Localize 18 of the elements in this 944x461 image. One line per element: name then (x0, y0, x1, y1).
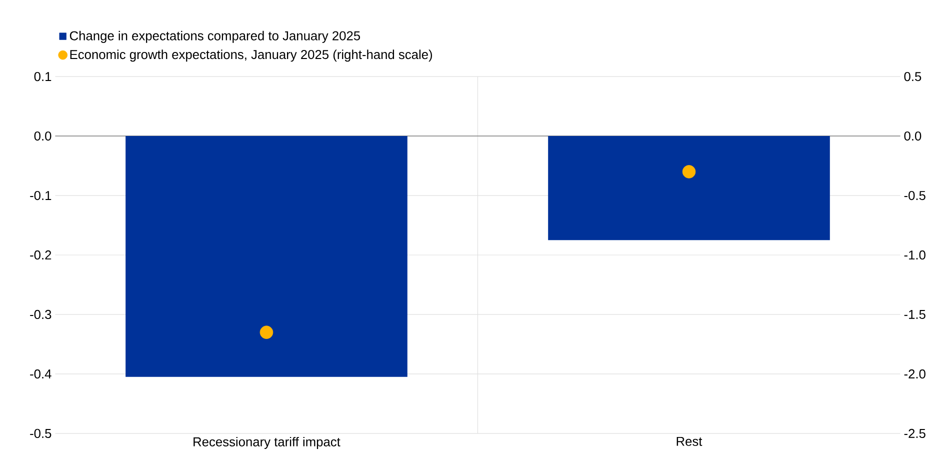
y-tick-label: 0.1 (34, 72, 52, 81)
y-tick-label: 0.0 (34, 131, 52, 140)
y2-tick-label: -1.0 (904, 250, 926, 260)
legend-label: Economic growth expectations, January 2025 (right-hand scale) (70, 49, 432, 62)
y-tick-label: -0.5 (30, 428, 52, 438)
y2-tick-label: -0.5 (904, 190, 926, 200)
y2-tick-label: -2.5 (904, 428, 926, 438)
legend-label: Change in expectations compared to January 2025 (70, 30, 360, 43)
y-tick-label: -0.3 (30, 310, 52, 319)
y2-tick-label: 0.5 (904, 72, 922, 81)
y2-tick-label: 0.0 (904, 131, 922, 140)
y2-tick-label: -2.0 (904, 369, 926, 378)
x-tick-label: Rest (676, 436, 702, 446)
x-tick-label: Recessionary tariff impact (194, 436, 340, 449)
y-tick-label: -0.4 (30, 369, 52, 378)
y2-tick-label: -1.5 (904, 310, 926, 319)
y-tick-label: -0.1 (30, 190, 52, 200)
y-tick-label: -0.2 (30, 250, 52, 260)
